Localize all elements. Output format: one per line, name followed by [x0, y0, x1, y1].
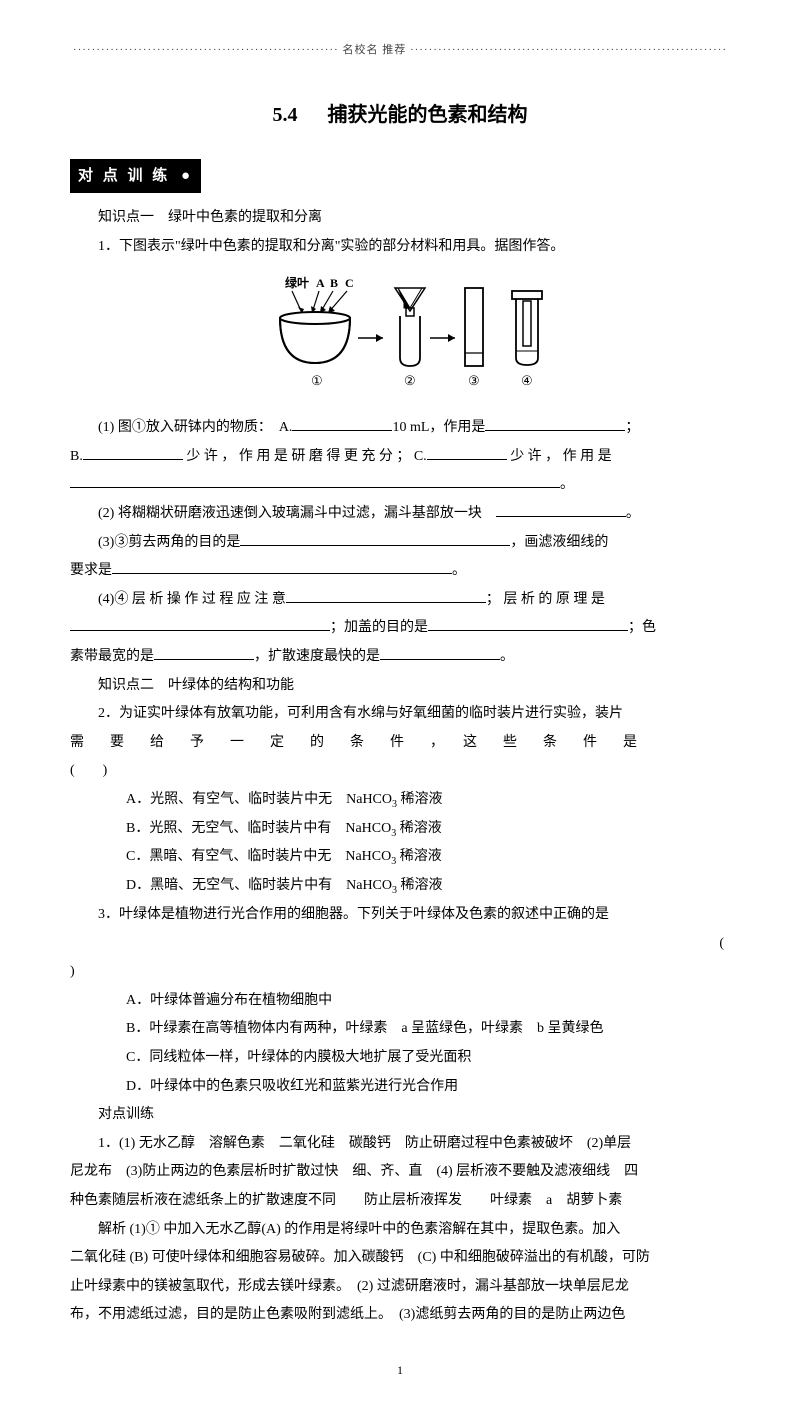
q3-paren: (: [70, 931, 730, 958]
q1-2: (2) 将糊糊状研磨液迅速倒入玻璃漏斗中过滤，漏斗基部放一块 。: [70, 501, 730, 528]
leaf-label: 绿叶: [285, 275, 309, 290]
q1-1-pre: (1) 图①放入研钵内的物质： A.: [98, 420, 292, 435]
blank[interactable]: [380, 645, 500, 660]
blank[interactable]: [427, 444, 507, 459]
explain3: 止叶绿素中的镁被氢取代，形成去镁叶绿素。 (2) 过滤研磨液时，漏斗基部放一块单…: [70, 1274, 730, 1301]
q1-1: (1) 图①放入研钵内的物质： A.10 mL，作用是；: [70, 415, 730, 442]
q1-2-text: (2) 将糊糊状研磨液迅速倒入玻璃漏斗中过滤，漏斗基部放一块: [98, 506, 482, 521]
answers-heading: 对点训练: [70, 1102, 730, 1129]
q1-4-mid2: ；加盖的目的是: [330, 620, 428, 635]
ans1: 1．(1) 无水乙醇 溶解色素 二氧化硅 碳酸钙 防止研磨过程中色素被破坏 (2…: [70, 1131, 730, 1158]
blank[interactable]: [70, 473, 560, 488]
q1-1c: 。: [70, 472, 730, 499]
q1-3: (3)③剪去两角的目的是 ，画滤液细线的: [70, 530, 730, 557]
explain2: 二氧化硅 (B) 可使叶绿体和细胞容易破碎。加入碳酸钙 (C) 中和细胞破碎溢出…: [70, 1245, 730, 1272]
q1-4-pre: (4)④ 层 析 操 作 过 程 应 注 意: [98, 592, 286, 607]
q2-opt-d[interactable]: D．黑暗、无空气、临时装片中有 NaHCO3 稀溶液: [70, 873, 730, 900]
q3-opt-c[interactable]: C．同线粒体一样，叶绿体的内膜极大地扩展了受光面积: [70, 1045, 730, 1072]
svg-text:B: B: [330, 276, 338, 290]
svg-text:C: C: [345, 276, 354, 290]
q2-paren: ( ): [70, 758, 730, 785]
explain: 解析 (1)① 中加入无水乙醇(A) 的作用是将绿叶中的色素溶解在其中，提取色素…: [70, 1217, 730, 1244]
blank[interactable]: [286, 587, 486, 602]
page-header: ········································…: [70, 40, 730, 61]
q1-3b: 要求是。: [70, 558, 730, 585]
explain4: 布，不用滤纸过滤，目的是防止色素吸附到滤纸上。 (3)滤纸剪去两角的目的是防止两…: [70, 1302, 730, 1329]
q3-lead: 3．叶绿体是植物进行光合作用的细胞器。下列关于叶绿体及色素的叙述中正确的是: [70, 902, 730, 929]
blank[interactable]: [154, 645, 254, 660]
blank[interactable]: [240, 530, 510, 545]
q1-1-mid: 10 mL，作用是: [392, 420, 485, 435]
q1-4-mid1: ； 层 析 的 原 理 是: [486, 592, 605, 607]
header-text: 名校名 推荐: [342, 44, 406, 56]
q1-3-end: 要求是: [70, 563, 112, 578]
q1-4: (4)④ 层 析 操 作 过 程 应 注 意 ； 层 析 的 原 理 是: [70, 587, 730, 614]
q1-lead: 1．下图表示"绿叶中色素的提取和分离"实验的部分材料和用具。据图作答。: [70, 234, 730, 261]
q2-lead: 2．为证实叶绿体有放氧功能，可利用含有水绵与好氧细菌的临时装片进行实验，装片: [70, 701, 730, 728]
q1-1b: B. 少 许 ， 作 用 是 研 磨 得 更 充 分 ； C. 少 许 ， 作 …: [70, 444, 730, 471]
kp1-heading: 知识点一 绿叶中色素的提取和分离: [70, 205, 730, 232]
blank[interactable]: [292, 416, 392, 431]
svg-text:①: ①: [311, 373, 323, 388]
q3-opt-d[interactable]: D．叶绿体中的色素只吸收红光和蓝紫光进行光合作用: [70, 1074, 730, 1101]
q1-1b-pre: B.: [70, 449, 83, 464]
q1-1b-end: 少 许 ， 作 用 是: [507, 449, 612, 464]
q1-3-mid: ，画滤液细线的: [510, 535, 608, 550]
section-banner: 对 点 训 练: [70, 159, 201, 194]
svg-text:②: ②: [404, 373, 416, 388]
page-title: 5.4 捕获光能的色素和结构: [70, 96, 730, 134]
q3-opt-a[interactable]: A．叶绿体普遍分布在植物细胞中: [70, 988, 730, 1015]
ans1c: 种色素随层析液在滤纸条上的扩散速度不同 防止层析液挥发 叶绿素 a 胡萝卜素: [70, 1188, 730, 1215]
blank[interactable]: [428, 616, 628, 631]
q2-opt-b[interactable]: B．光照、无空气、临时装片中有 NaHCO3 稀溶液: [70, 816, 730, 843]
q3-opt-b[interactable]: B．叶绿素在高等植物体内有两种，叶绿素 a 呈蓝绿色，叶绿素 b 呈黄绿色: [70, 1016, 730, 1043]
q2-opt-a[interactable]: A．光照、有空气、临时装片中无 NaHCO3 稀溶液: [70, 787, 730, 814]
header-dots-left: ········································…: [73, 44, 339, 56]
header-dots-right: ········································…: [410, 44, 727, 56]
blank[interactable]: [83, 444, 183, 459]
q1-4-mid3: ；色: [628, 620, 656, 635]
svg-text:③: ③: [468, 373, 480, 388]
blank[interactable]: [70, 616, 330, 631]
q1-3-pre: (3)③剪去两角的目的是: [98, 535, 240, 550]
q2-line2: 需 要 给 予 一 定 的 条 件 ， 这 些 条 件 是: [70, 730, 730, 757]
svg-text:A: A: [316, 276, 325, 290]
q1-1b-mid: 少 许 ， 作 用 是 研 磨 得 更 充 分 ； C.: [183, 449, 427, 464]
blank[interactable]: [112, 559, 452, 574]
blank[interactable]: [496, 502, 626, 517]
q2-opt-c[interactable]: C．黑暗、有空气、临时装片中无 NaHCO3 稀溶液: [70, 844, 730, 871]
blank[interactable]: [485, 416, 625, 431]
q1-4b: ；加盖的目的是 ；色: [70, 615, 730, 642]
q1-4c: 素带最宽的是，扩散速度最快的是。: [70, 644, 730, 671]
experiment-diagram: 绿叶 A B C ① ② ③ ④: [70, 273, 730, 404]
ans1b: 尼龙布 (3)防止两边的色素层析时扩散过快 细、齐、直 (4) 层析液不要触及滤…: [70, 1159, 730, 1186]
title-number: 5.4: [273, 104, 298, 126]
q1-4-mid4: 素带最宽的是: [70, 649, 154, 664]
svg-text:④: ④: [521, 373, 533, 388]
q3-paren-close: ): [70, 959, 730, 986]
q1-4-mid5: ，扩散速度最快的是: [254, 649, 380, 664]
kp2-heading: 知识点二 叶绿体的结构和功能: [70, 673, 730, 700]
banner-label: 对 点 训 练: [78, 168, 170, 184]
page-number: 1: [70, 1359, 730, 1382]
title-text: 捕获光能的色素和结构: [328, 104, 528, 126]
